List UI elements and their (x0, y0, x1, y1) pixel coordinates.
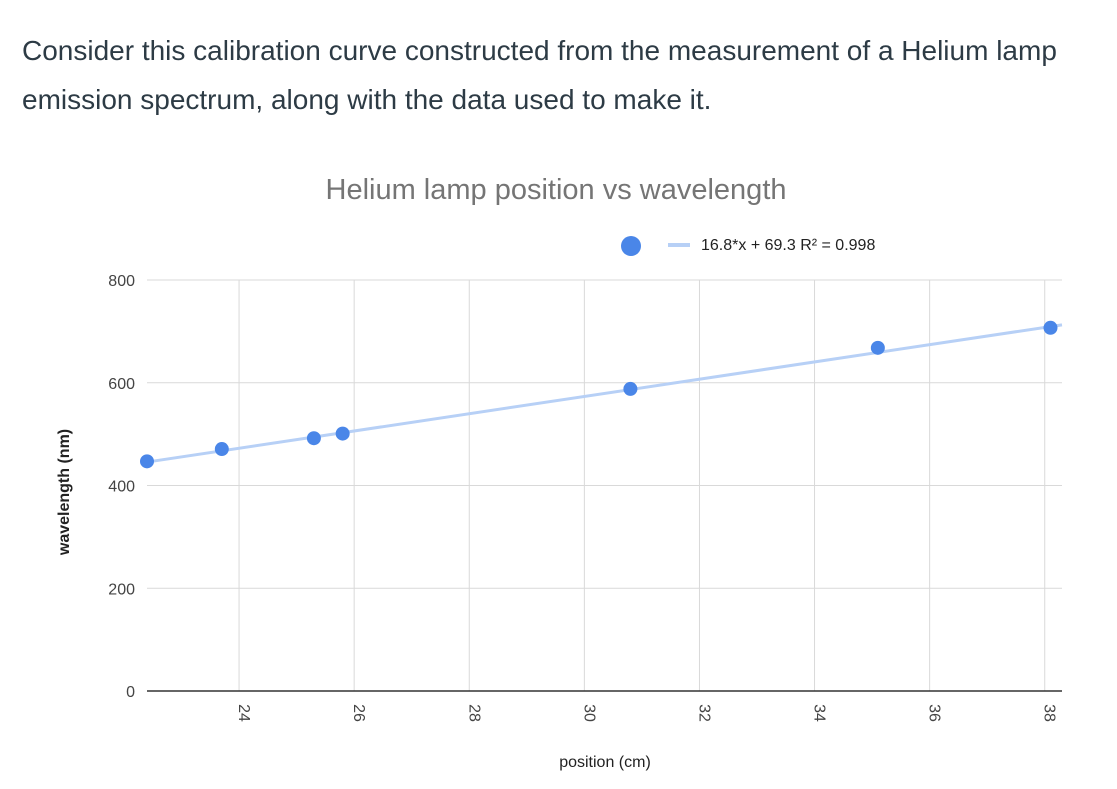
calibration-chart: Helium lamp position vs wavelength 16.8*… (56, 174, 1063, 771)
x-tick-label: 30 (580, 704, 597, 722)
y-tick-label: 200 (108, 581, 135, 598)
trendline (146, 323, 1063, 464)
y-tick-label: 400 (108, 479, 135, 496)
y-axis-label: wavelength (nm) (56, 429, 73, 556)
x-tick-label: 36 (926, 704, 943, 722)
legend: 16.8*x + 69.3 R² = 0.998 (621, 236, 875, 256)
data-point (140, 454, 154, 469)
data-point (306, 431, 321, 446)
data-point (870, 340, 885, 355)
data-point (335, 426, 350, 441)
data-points (140, 320, 1058, 469)
chart-title: Helium lamp position vs wavelength (326, 174, 787, 206)
x-tick-label: 34 (811, 704, 828, 722)
y-tick-label: 600 (108, 376, 135, 393)
x-axis-ticks: 24 26 28 30 32 34 36 38 (235, 704, 1058, 722)
x-tick-label: 26 (350, 704, 367, 722)
y-tick-label: 800 (108, 273, 135, 290)
y-tick-label: 0 (126, 684, 135, 701)
data-point (214, 442, 229, 457)
y-axis-ticks: 0 200 400 600 800 (108, 273, 135, 701)
data-point (623, 381, 638, 396)
legend-point-marker (621, 236, 641, 256)
data-point (1043, 320, 1058, 335)
x-tick-label: 38 (1041, 704, 1058, 722)
x-tick-label: 24 (235, 704, 252, 722)
legend-trendline-label: 16.8*x + 69.3 R² = 0.998 (701, 237, 875, 254)
question-text: Consider this calibration curve construc… (22, 35, 1057, 115)
grid (147, 279, 1062, 691)
x-tick-label: 32 (695, 704, 712, 722)
x-axis-label: position (cm) (559, 754, 651, 771)
x-tick-label: 28 (465, 704, 482, 722)
